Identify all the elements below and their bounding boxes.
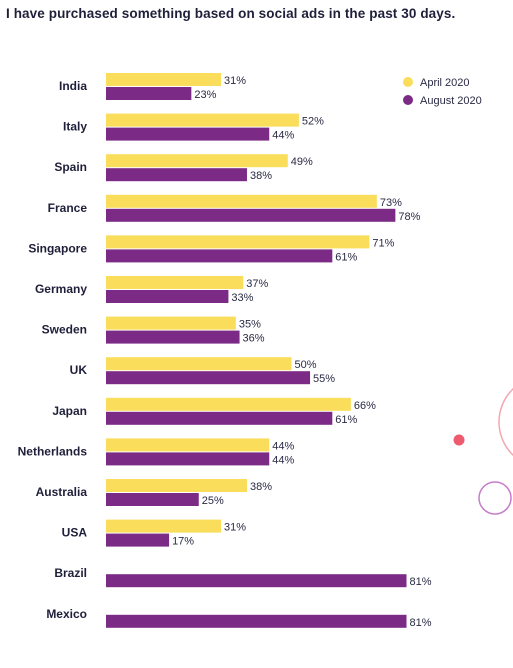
- value-label-april-2020-singapore: 71%: [372, 237, 394, 249]
- bar-august-2020-japan: [106, 411, 333, 425]
- value-label-april-2020-germany: 37%: [246, 278, 268, 290]
- value-label-april-2020-japan: 66%: [354, 400, 376, 412]
- category-label-sweden: Sweden: [42, 323, 87, 337]
- value-label-august-2020-india: 23%: [194, 89, 216, 101]
- value-label-april-2020-italy: 52%: [302, 116, 324, 128]
- value-label-august-2020-japan: 61%: [335, 414, 357, 426]
- bar-august-2020-india: [106, 87, 192, 100]
- bar-april-2020-australia: [106, 479, 247, 492]
- bar-august-2020-sweden: [106, 330, 240, 344]
- value-label-august-2020-brazil: 81%: [410, 576, 432, 588]
- bar-august-2020-italy: [106, 127, 270, 141]
- bar-april-2020-netherlands: [106, 438, 270, 452]
- category-label-brazil: Brazil: [54, 566, 87, 580]
- chart-title: I have purchased something based on soci…: [6, 6, 456, 21]
- value-label-april-2020-netherlands: 44%: [272, 440, 294, 452]
- bar-august-2020-netherlands: [106, 452, 270, 466]
- value-label-august-2020-sweden: 36%: [243, 333, 265, 345]
- bar-august-2020-mexico: [106, 614, 407, 628]
- category-label-india: India: [59, 79, 87, 93]
- legend-label-april-2020: April 2020: [420, 77, 470, 89]
- decorative-dot: [453, 434, 465, 446]
- category-label-mexico: Mexico: [46, 607, 87, 621]
- bar-august-2020-germany: [106, 290, 229, 303]
- category-label-usa: USA: [62, 526, 88, 540]
- value-label-august-2020-italy: 44%: [272, 130, 294, 142]
- bar-april-2020-japan: [106, 397, 351, 411]
- bar-august-2020-singapore: [106, 249, 333, 263]
- bar-april-2020-india: [106, 73, 222, 86]
- bar-april-2020-usa: [106, 519, 222, 533]
- bar-august-2020-australia: [106, 493, 199, 506]
- legend-swatch-april-2020: [403, 77, 413, 87]
- category-label-australia: Australia: [36, 485, 88, 499]
- category-label-netherlands: Netherlands: [18, 444, 88, 458]
- decorative-ring: [478, 481, 512, 515]
- bar-april-2020-uk: [106, 357, 292, 371]
- bar-april-2020-spain: [106, 154, 288, 168]
- legend-swatch-august-2020: [403, 95, 413, 105]
- decoration: [453, 387, 513, 515]
- value-label-april-2020-india: 31%: [224, 75, 246, 87]
- legend-label-august-2020: August 2020: [420, 95, 482, 107]
- category-label-france: France: [48, 201, 88, 215]
- value-label-april-2020-australia: 38%: [250, 481, 272, 493]
- bar-august-2020-uk: [106, 371, 311, 385]
- value-label-april-2020-usa: 31%: [224, 522, 246, 534]
- category-label-japan: Japan: [52, 404, 87, 418]
- decorative-arc: [498, 387, 513, 457]
- legend: April 2020 August 2020: [403, 77, 482, 107]
- value-label-april-2020-spain: 49%: [291, 156, 313, 168]
- value-label-august-2020-australia: 25%: [202, 495, 224, 507]
- value-label-august-2020-usa: 17%: [172, 536, 194, 548]
- bar-august-2020-brazil: [106, 574, 407, 588]
- category-label-spain: Spain: [54, 160, 87, 174]
- bar-april-2020-germany: [106, 276, 244, 289]
- value-label-april-2020-sweden: 35%: [239, 319, 261, 331]
- value-label-august-2020-spain: 38%: [250, 170, 272, 182]
- value-label-april-2020-france: 73%: [380, 197, 402, 209]
- bar-august-2020-spain: [106, 168, 247, 182]
- value-label-august-2020-mexico: 81%: [410, 617, 432, 629]
- value-label-august-2020-netherlands: 44%: [272, 454, 294, 466]
- bar-april-2020-italy: [106, 113, 299, 127]
- bar-august-2020-usa: [106, 533, 170, 547]
- value-label-august-2020-france: 78%: [398, 211, 420, 223]
- bars-group: India 31% 23% Italy 52% 44% Spain 49% 38% France 7…: [18, 73, 432, 629]
- value-label-august-2020-germany: 33%: [231, 292, 253, 304]
- category-label-uk: UK: [70, 363, 88, 377]
- category-label-italy: Italy: [63, 120, 87, 134]
- category-label-germany: Germany: [35, 282, 87, 296]
- value-label-august-2020-singapore: 61%: [335, 251, 357, 263]
- value-label-august-2020-uk: 55%: [313, 373, 335, 385]
- value-label-april-2020-uk: 50%: [295, 359, 317, 371]
- bar-april-2020-france: [106, 194, 377, 208]
- bar-april-2020-singapore: [106, 235, 370, 249]
- bar-august-2020-france: [106, 208, 396, 222]
- bar-april-2020-sweden: [106, 316, 236, 330]
- category-label-singapore: Singapore: [28, 241, 87, 255]
